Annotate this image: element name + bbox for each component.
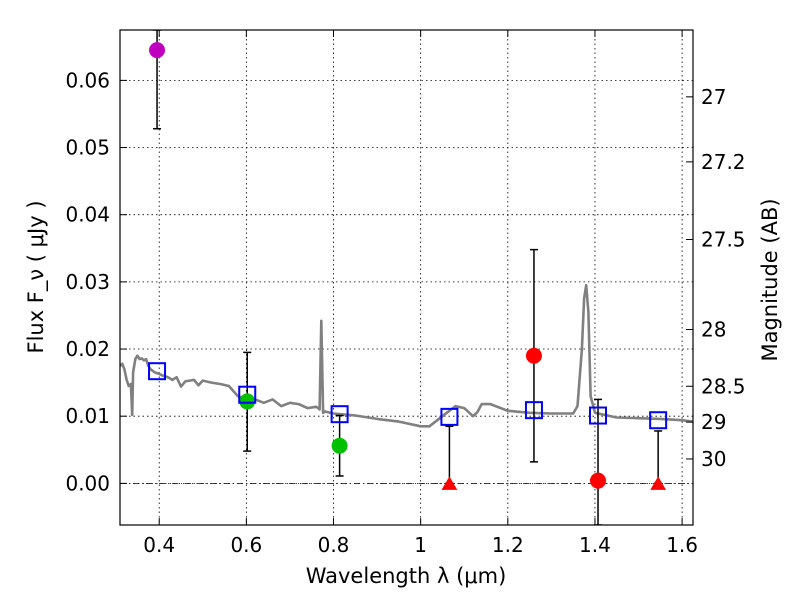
right-axis-tick-label: 28.5: [701, 374, 746, 398]
model-photometry-square: [238, 385, 257, 404]
green-point: [331, 437, 348, 454]
red-point: [590, 472, 607, 489]
purple-point: [149, 42, 166, 59]
ticks-layer: [120, 30, 693, 525]
x-axis-label: Wavelength λ (μm): [306, 564, 507, 588]
y-tick-label: 0.06: [65, 68, 110, 92]
right-axis-tick-label: 27.2: [701, 150, 746, 174]
right-axis-tick-label: 30: [701, 447, 726, 471]
model-spectrum-line: [120, 283, 693, 428]
right-axis-tick-label: 27.5: [701, 227, 746, 251]
model-photometry-square: [148, 362, 167, 381]
y-tick-label: 0.03: [65, 270, 110, 294]
model-photometry-square: [649, 411, 668, 430]
y-tick-label: 0.01: [65, 404, 110, 428]
y-axis-label: Flux F_ν ( μJy ): [24, 200, 49, 353]
x-tick-label: 0.8: [318, 533, 350, 557]
y-tick-label: 0.02: [65, 337, 110, 361]
plot-frame: [119, 29, 694, 526]
x-tick-label: 1.2: [492, 533, 524, 557]
model-photometry-square: [589, 406, 608, 425]
right-axis-label: Magnitude (AB): [758, 198, 782, 361]
y-tick-label: 0.05: [65, 136, 110, 160]
x-tick-label: 1: [414, 533, 427, 557]
right-axis-tick-label: 29: [701, 410, 726, 434]
right-axis-tick-label: 28: [701, 317, 726, 341]
upper-limit-triangle: [650, 476, 667, 490]
green-point: [239, 393, 256, 410]
x-tick-label: 0.4: [143, 533, 175, 557]
x-tick-label: 0.6: [230, 533, 262, 557]
plot-background: [120, 30, 693, 525]
model-spectrum-layer: [120, 283, 693, 428]
red-point: [525, 347, 542, 364]
x-tick-label: 1.6: [666, 533, 698, 557]
upper-limit-triangle: [441, 476, 458, 490]
tick-labels-layer: 0.4 0.6 0.8 1 1.2 1.4 1.6 0.00 0.01 0.02 0.03 0.04 0…: [65, 68, 745, 557]
model-photometry-square: [330, 405, 349, 424]
y-tick-label: 0.04: [65, 203, 110, 227]
x-tick-label: 1.4: [579, 533, 611, 557]
model-photometry-square: [440, 407, 459, 426]
markers-layer: [148, 42, 668, 490]
model-photometry-square: [524, 401, 543, 420]
y-tick-label: 0.00: [65, 471, 110, 495]
right-axis-tick-label: 27: [701, 85, 726, 109]
